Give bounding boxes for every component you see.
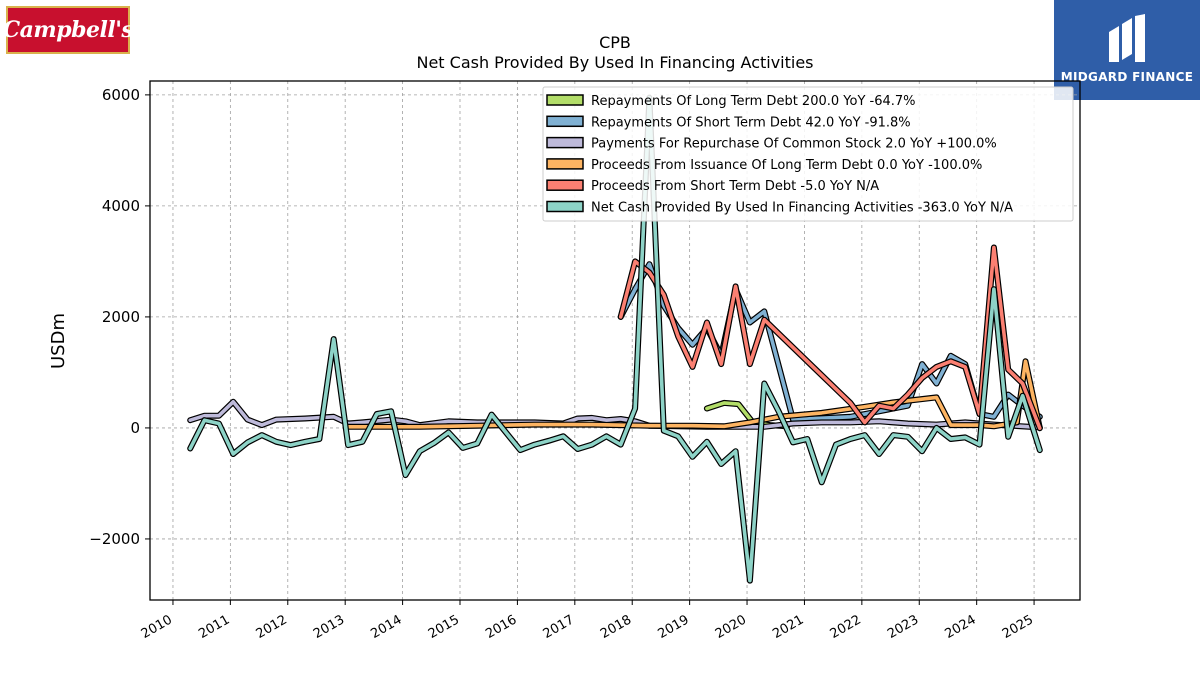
legend-label: Payments For Repurchase Of Common Stock … xyxy=(591,137,997,152)
plot-frame xyxy=(149,80,1081,601)
legend-item: Net Cash Provided By Used In Financing A… xyxy=(546,200,1013,216)
series-layer xyxy=(187,94,1043,584)
y-tick-label: 6000 xyxy=(102,86,140,104)
chart-title: CPB xyxy=(599,33,631,52)
x-tick-label: 2010 xyxy=(139,612,175,642)
chart-legend: Repayments Of Long Term Debt 200.0 YoY -… xyxy=(542,86,1074,222)
legend-swatch xyxy=(546,200,584,213)
x-tick-label: 2016 xyxy=(483,612,519,642)
series-3 xyxy=(345,358,1043,431)
legend-item: Proceeds From Issuance Of Long Term Debt… xyxy=(546,158,982,173)
series-line xyxy=(618,245,1042,431)
x-tick-label: 2024 xyxy=(943,612,979,642)
y-tick-label: 2000 xyxy=(102,308,140,326)
x-tick-label: 2011 xyxy=(196,612,232,642)
series-4 xyxy=(617,244,1043,432)
x-tick-label: 2015 xyxy=(426,612,462,642)
x-tick-label: 2021 xyxy=(770,612,806,642)
legend-swatch xyxy=(546,115,584,128)
x-tick-label: 2019 xyxy=(655,612,691,642)
series-line xyxy=(188,95,1042,583)
midgard-logo-icon xyxy=(1109,14,1145,62)
x-tick-label: 2025 xyxy=(1000,612,1036,642)
x-tick-label: 2020 xyxy=(713,612,749,642)
legend-item: Repayments Of Short Term Debt 42.0 YoY -… xyxy=(546,115,911,130)
x-tick-label: 2012 xyxy=(254,612,290,642)
x-tick-label: 2014 xyxy=(368,612,404,642)
campbells-logo-text: Campbell's xyxy=(2,17,134,43)
midgard-watermark-text: MIDGARD FINANCE xyxy=(1060,70,1194,84)
legend-swatch xyxy=(546,136,584,149)
x-tick-label: 2017 xyxy=(541,612,577,642)
legend-box xyxy=(542,86,1074,222)
legend-label: Net Cash Provided By Used In Financing A… xyxy=(591,201,1013,216)
legend-swatch xyxy=(546,158,584,170)
legend-item: Proceeds From Short Term Debt -5.0 YoY N… xyxy=(546,179,879,194)
legend-swatch xyxy=(546,179,584,191)
y-tick-label: −2000 xyxy=(89,530,140,548)
x-axis-ticks: 2010 2011 2012 2013 2014 2015 2016 2017 2018 2019… xyxy=(139,600,1036,642)
x-tick-label: 2013 xyxy=(311,612,347,642)
legend-swatch xyxy=(546,94,584,106)
campbells-logo: Campbell's xyxy=(3,6,134,54)
x-tick-label: 2018 xyxy=(598,612,634,642)
legend-item: Payments For Repurchase Of Common Stock … xyxy=(546,136,997,152)
midgard-finance-watermark: MIDGARD FINANCE xyxy=(1054,0,1200,100)
y-axis-label: USDm xyxy=(48,313,69,369)
legend-label: Repayments Of Long Term Debt 200.0 YoY -… xyxy=(591,94,916,109)
chart-subtitle: Net Cash Provided By Used In Financing A… xyxy=(416,53,813,72)
series-5 xyxy=(187,94,1043,584)
x-tick-label: 2023 xyxy=(885,612,921,642)
legend-label: Repayments Of Short Term Debt 42.0 YoY -… xyxy=(591,115,911,130)
y-tick-label: 0 xyxy=(130,419,140,437)
x-tick-label: 2022 xyxy=(828,612,864,642)
legend-label: Proceeds From Short Term Debt -5.0 YoY N… xyxy=(591,179,879,194)
series-line-outline xyxy=(345,358,1043,431)
y-axis-ticks: −2000 0 2000 4000 6000 xyxy=(89,86,150,548)
legend-item: Repayments Of Long Term Debt 200.0 YoY -… xyxy=(546,94,916,109)
series-line xyxy=(346,359,1042,430)
legend-label: Proceeds From Issuance Of Long Term Debt… xyxy=(591,158,982,173)
y-tick-label: 4000 xyxy=(102,197,140,215)
